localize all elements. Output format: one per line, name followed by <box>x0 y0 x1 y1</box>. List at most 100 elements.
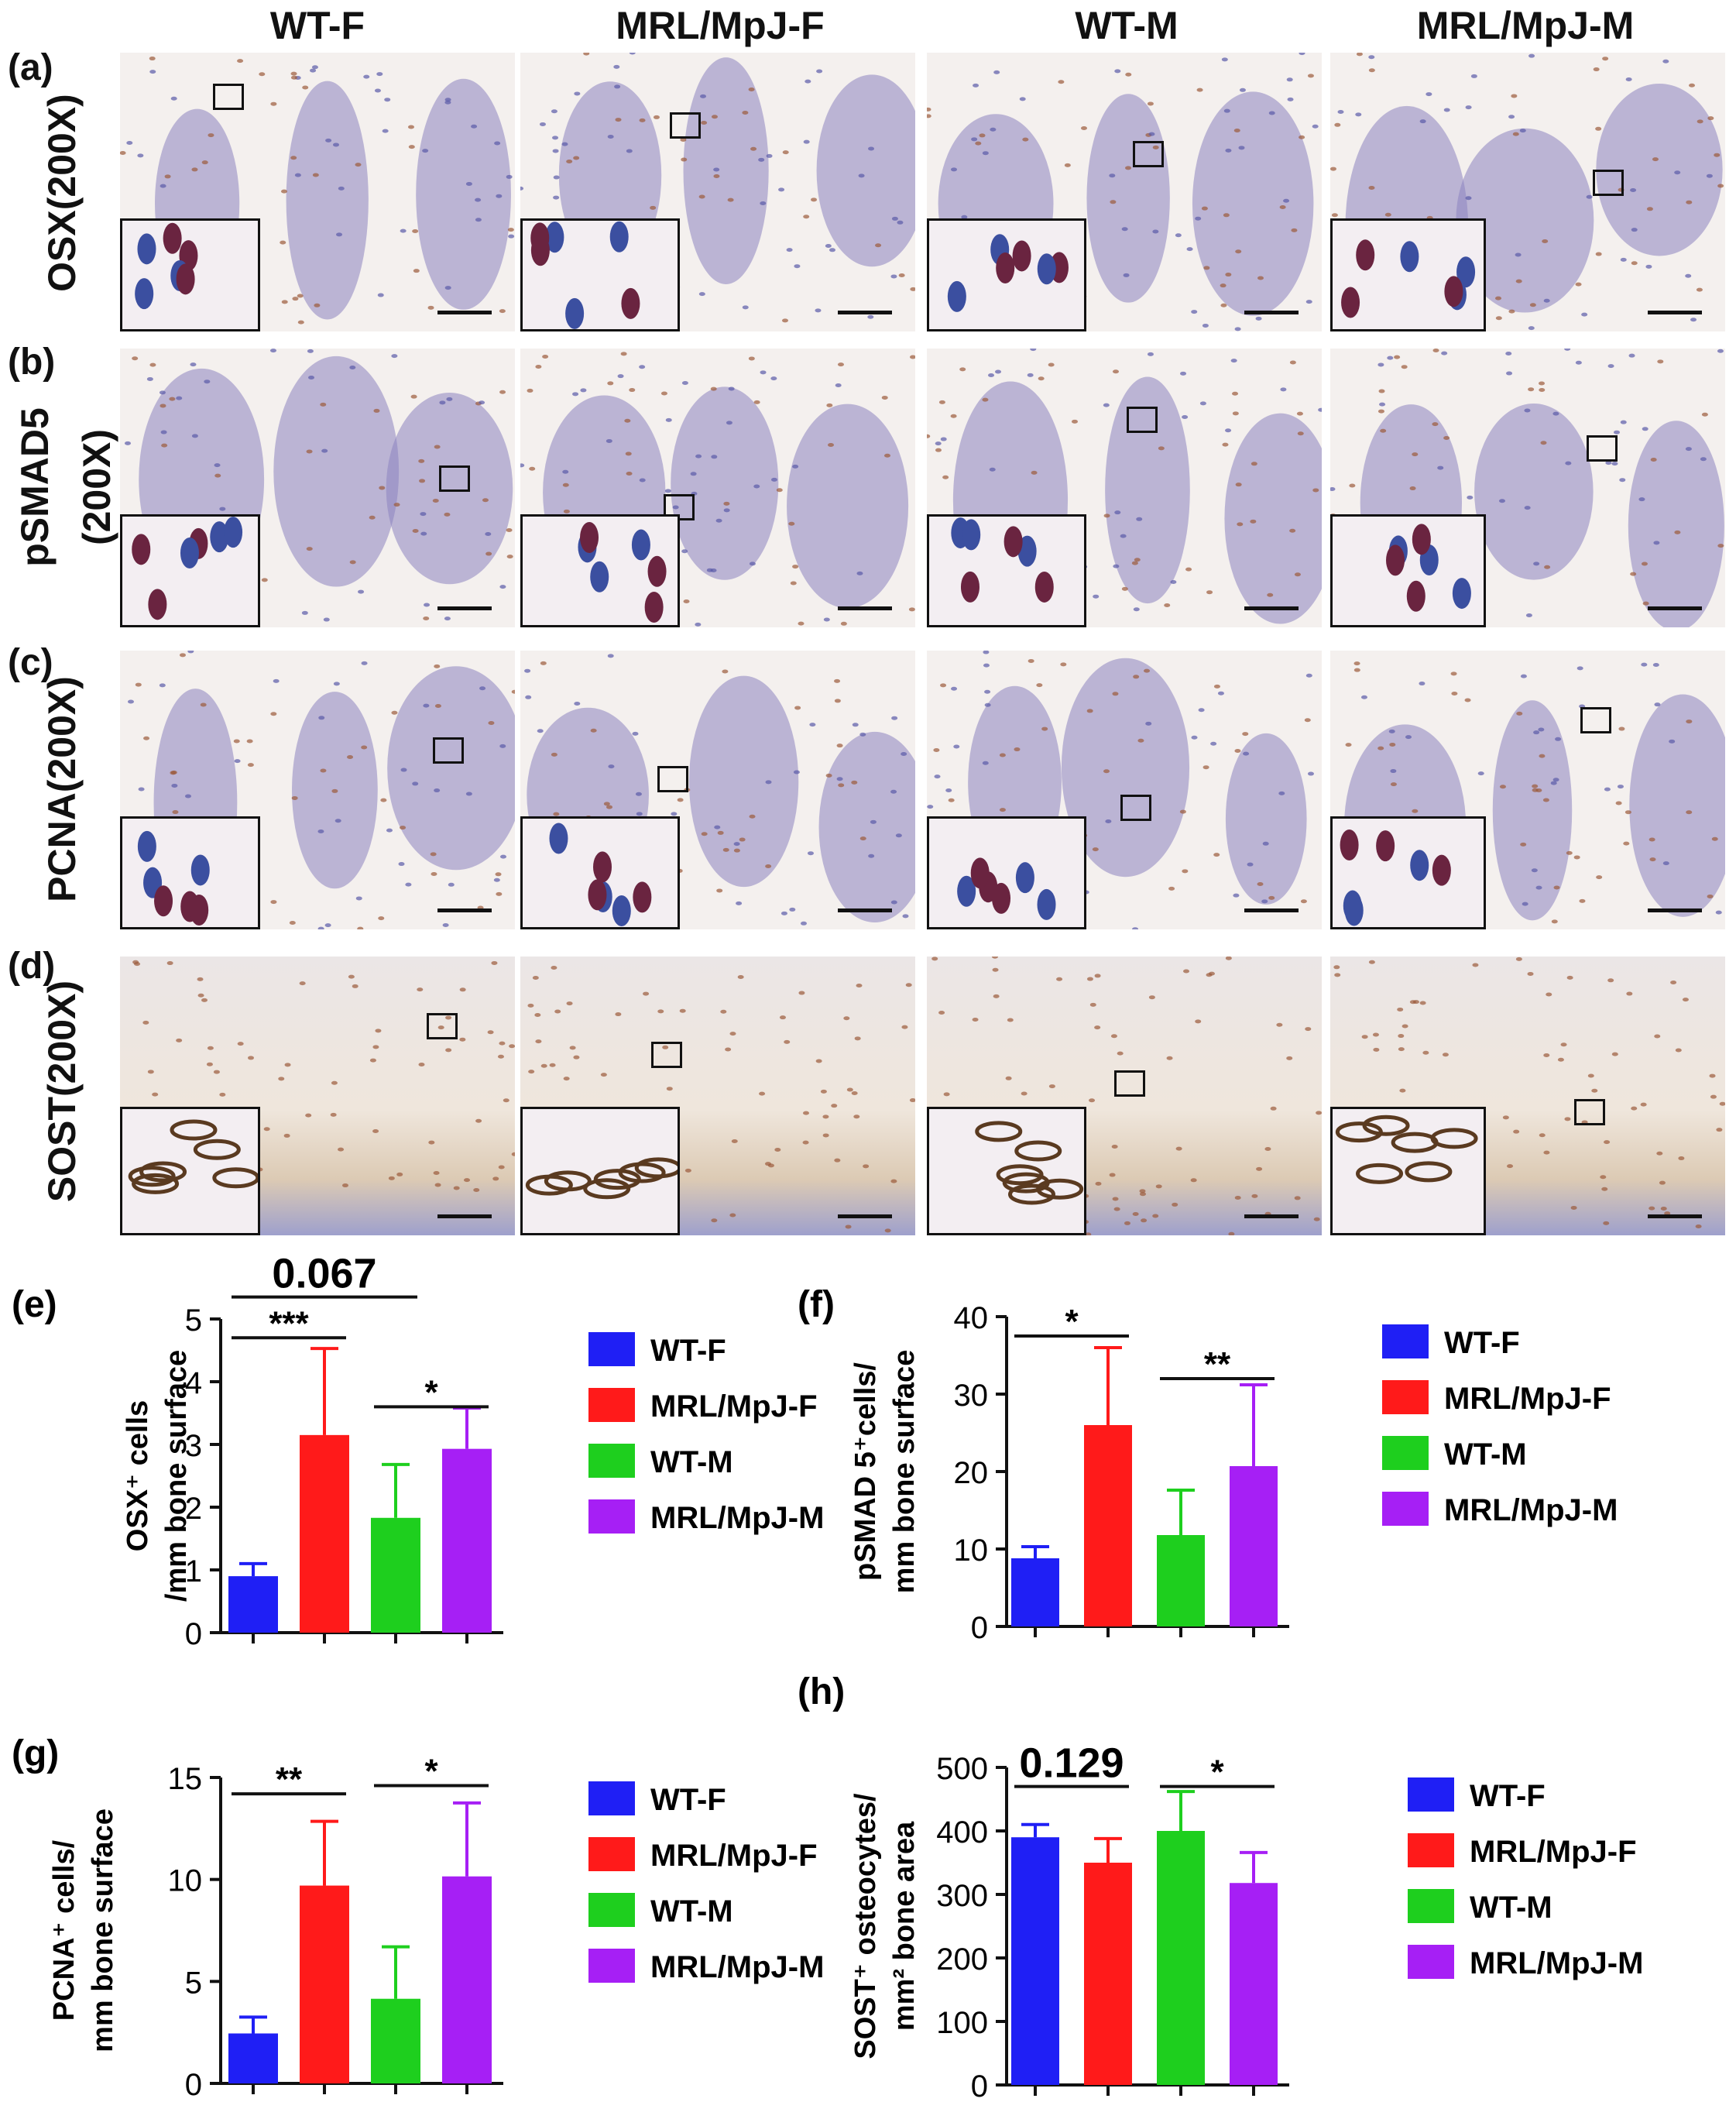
magnified-inset <box>120 816 260 929</box>
legend-label: MRL/MpJ-M <box>1444 1493 1618 1527</box>
panel-letter: (g) <box>12 1733 59 1774</box>
legend-label: WT-F <box>1470 1779 1546 1813</box>
y-tick-label: 5 <box>185 1303 202 1338</box>
bar-wt-f <box>228 1576 278 1633</box>
roi-box <box>1574 1099 1605 1125</box>
significance-label: ** <box>1204 1345 1231 1383</box>
magnified-inset <box>520 816 680 929</box>
legend-swatch <box>1408 1833 1454 1867</box>
legend-label: WT-M <box>1444 1437 1527 1472</box>
micrograph-r2-c3 <box>1330 651 1725 929</box>
scale-bar <box>1648 606 1702 610</box>
panel-letter-c: (c) <box>8 642 53 683</box>
magnified-inset <box>927 816 1086 929</box>
roi-box <box>1133 141 1164 167</box>
significance-label: ** <box>276 1760 303 1798</box>
magnified-inset <box>120 218 260 331</box>
micrograph-r2-c0 <box>120 651 515 929</box>
significance-label: 0.067 <box>272 1251 376 1297</box>
micrograph-r0-c0 <box>120 53 515 331</box>
bar-wt-m <box>371 1517 420 1633</box>
panel-letter-b: (b) <box>8 342 56 383</box>
legend-label: MRL/MpJ-F <box>1444 1382 1611 1416</box>
legend-label: MRL/MpJ-F <box>650 1389 818 1424</box>
y-tick-label: 40 <box>954 1301 989 1335</box>
legend-label: MRL/MpJ-M <box>650 1501 824 1535</box>
legend-swatch <box>1408 1889 1454 1923</box>
y-tick-label: 10 <box>168 1864 203 1898</box>
roi-box <box>1120 795 1151 821</box>
bar-wt-f <box>228 2033 278 2083</box>
micrograph-r0-c1 <box>520 53 915 331</box>
micrograph-r0-c3 <box>1330 53 1725 331</box>
legend-swatch <box>1408 1777 1454 1812</box>
roi-box <box>439 465 470 492</box>
significance-label: * <box>1210 1753 1224 1791</box>
scale-bar <box>1244 908 1299 912</box>
micrograph-r3-c3 <box>1330 957 1725 1235</box>
significance-label: 0.129 <box>1019 1740 1124 1787</box>
scale-bar <box>1244 311 1299 314</box>
legend-label: MRL/MpJ-M <box>1470 1946 1643 1980</box>
scale-bar <box>1244 1214 1299 1218</box>
scale-bar <box>838 908 892 912</box>
y-axis-label: PCNA⁺ cells/ <box>48 1839 81 2021</box>
magnified-inset <box>520 1107 682 1235</box>
column-header-wt-m: WT-M <box>1075 4 1178 47</box>
y-axis-label: OSX⁺ cells <box>122 1400 154 1551</box>
legend-swatch <box>588 1781 635 1815</box>
significance-label: * <box>1065 1303 1079 1341</box>
bar-wt-f <box>1011 1558 1059 1626</box>
legend-label: WT-F <box>650 1334 726 1368</box>
magnified-inset <box>1330 218 1486 331</box>
roi-box <box>213 84 244 110</box>
y-tick-label: 5 <box>185 1966 202 2000</box>
legend-swatch <box>1382 1324 1429 1358</box>
y-tick-label: 200 <box>936 1942 988 1977</box>
legend-swatch <box>1382 1492 1429 1526</box>
y-axis-label: mm² bone area <box>888 1821 921 2031</box>
magnified-inset <box>120 1107 260 1235</box>
bar-mrl-mpj-f <box>1084 1863 1132 2085</box>
y-axis-label: SOST⁺ osteocytes/ <box>849 1793 882 2059</box>
bar-wt-m <box>1157 1535 1205 1626</box>
micrograph-r3-c0 <box>120 957 515 1235</box>
legend-swatch <box>588 1499 635 1534</box>
y-tick-label: 100 <box>936 2006 988 2040</box>
magnified-inset <box>1330 816 1486 929</box>
legend-label: WT-F <box>650 1783 726 1817</box>
y-tick-label: 3 <box>185 1429 202 1463</box>
roi-box <box>1587 435 1618 462</box>
legend-swatch <box>1408 1945 1454 1979</box>
legend-swatch <box>588 1949 635 1983</box>
significance-label: * <box>424 1373 438 1411</box>
legend-swatch <box>1382 1436 1429 1470</box>
magnified-inset <box>927 1107 1086 1235</box>
y-tick-label: 0 <box>185 2068 202 2102</box>
y-tick-label: 15 <box>168 1762 203 1796</box>
significance-label: *** <box>269 1304 309 1342</box>
y-tick-label: 2 <box>185 1492 202 1526</box>
magnified-inset <box>927 514 1086 627</box>
legend-swatch <box>588 1388 635 1422</box>
panel-letter: (f) <box>798 1284 835 1325</box>
y-axis-label: pSMAD 5⁺cells/ <box>849 1362 882 1581</box>
panel-letter-a: (a) <box>8 47 53 88</box>
bar-wt-m <box>1157 1831 1205 2085</box>
y-tick-label: 1 <box>185 1554 202 1589</box>
scale-bar <box>1648 1214 1702 1218</box>
y-tick-label: 0 <box>971 2069 988 2102</box>
bar-mrl-mpj-f <box>1084 1425 1132 1626</box>
magnified-inset <box>520 218 680 331</box>
y-tick-label: 4 <box>185 1366 202 1400</box>
y-tick-label: 30 <box>954 1379 989 1413</box>
y-tick-label: 400 <box>936 1815 988 1850</box>
y-tick-label: 0 <box>185 1617 202 1651</box>
micrograph-r1-c3 <box>1330 349 1725 627</box>
bar-mrl-mpj-m <box>1230 1883 1278 2085</box>
bar-wt-m <box>371 1998 420 2083</box>
bar-mrl-mpj-f <box>300 1434 349 1633</box>
magnified-inset <box>1330 514 1486 627</box>
legend-label: MRL/MpJ-F <box>1470 1835 1637 1869</box>
